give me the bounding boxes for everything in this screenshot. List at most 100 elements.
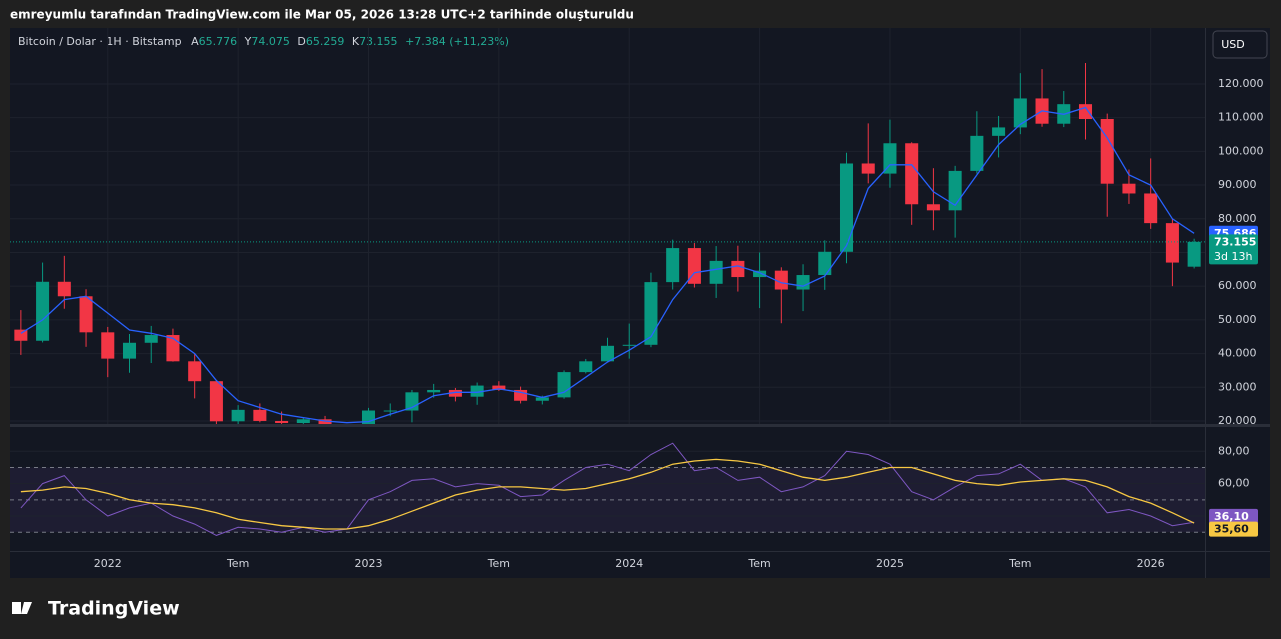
candle-body [731,260,745,278]
caption: emreyumlu tarafından TradingView.com ile… [10,8,634,22]
candle-body [883,143,897,174]
candle-body [122,342,137,359]
rsi-line [20,458,1195,530]
candle-body [101,332,115,359]
y-tick-label: 100.000 [1218,144,1264,157]
candle-body [753,270,767,278]
candle-body [427,389,441,393]
candle-body [666,248,680,283]
y-tick-label: 80,00 [1218,444,1250,457]
field-value: 65.259 [306,35,345,48]
candle-body [383,410,397,412]
candle-body [926,204,940,211]
x-tick-label: 2022 [94,557,122,570]
candle-body [57,281,71,297]
candle-body [492,385,506,390]
candle-body [861,163,875,174]
rsi-line [20,442,1195,536]
candle-body [1165,223,1179,263]
overlay: 20.00030.00040.00050.00060.00070.00080.0… [94,77,1264,570]
candle-body [1100,118,1114,184]
candle-body [970,135,984,171]
price-tag-label: 73.155 [1214,235,1256,248]
candle-body [36,281,50,341]
candle-body [1122,183,1136,194]
candle-body [253,409,267,421]
x-tick-label: Tem [1008,557,1031,570]
value-tag [1209,521,1258,537]
x-tick-label: 2024 [615,557,643,570]
x-tick-label: 2026 [1137,557,1165,570]
candle-body [275,420,289,423]
y-tick-label: 40.000 [1218,347,1257,360]
y-tick-label: 80.000 [1218,212,1257,225]
candle-body [579,361,593,373]
candle-body [14,329,28,341]
x-tick-label: 2023 [355,557,383,570]
x-tick-label: 2025 [876,557,904,570]
candle-body [470,385,484,397]
candle-body [796,275,810,290]
logo-mark [12,602,21,614]
currency-button[interactable] [1212,30,1268,59]
rsi-pane [10,442,1205,536]
field-value: 65.776 [199,35,238,48]
candle-body [209,381,223,422]
candle-body [144,335,158,343]
symbol: Bitcoin / Dolar · 1H · Bitstamp [18,35,182,48]
field-key: D [297,35,305,48]
logo-mark [21,602,32,614]
field-key: Y [244,35,252,48]
field-value: 73.155 [359,35,398,48]
candle-body [839,163,854,252]
symbol-legend: Bitcoin / Dolar · 1H · Bitstamp A65.776 … [18,35,509,48]
candle-body [557,372,571,398]
candle-body [1144,193,1158,224]
y-tick-label: 60,00 [1218,477,1250,490]
candle-body [231,409,245,422]
candle-body [79,296,93,333]
value-tag-label: 35,60 [1214,523,1249,536]
y-tick-label: 110.000 [1218,111,1264,124]
candle-body [535,397,549,401]
candle-body [992,127,1006,136]
y-tick-label: 60.000 [1218,279,1257,292]
candle-body [1078,104,1093,119]
change: +7.384 (+11,23%) [405,35,509,48]
candle-body [600,345,615,362]
y-tick-label: 120.000 [1218,77,1264,90]
y-tick-label: 30.000 [1218,380,1257,393]
candle-body [296,419,310,423]
countdown: 3d 13h [1214,250,1252,263]
candle-body [905,143,919,205]
x-tick-label: Tem [226,557,249,570]
field-key: A [191,35,199,48]
moving-average [20,106,1195,424]
y-tick-label: 20.000 [1218,414,1257,427]
candle-body [448,389,462,397]
y-tick-label: 90.000 [1218,178,1257,191]
candle-body [1187,241,1201,267]
field-value: 74.075 [251,35,290,48]
logo: TradingView [12,598,180,620]
candle-body [514,389,528,401]
candle-body [1013,98,1027,128]
candle-body [818,251,832,276]
x-tick-label: Tem [487,557,510,570]
x-tick-label: Tem [747,557,770,570]
candle-body [774,270,788,290]
y-tick-label: 50.000 [1218,313,1257,326]
logo-text: TradingView [48,598,180,620]
price-pane [10,28,1205,424]
value-tag-label: 36,10 [1214,510,1249,523]
field-key: K [352,35,360,48]
candle-body [622,344,636,346]
candle-body [188,361,202,382]
candle-body [644,282,658,345]
candle-body [709,260,723,284]
currency[interactable]: USD [1221,38,1245,51]
value-tag [1209,508,1258,524]
candle-body [687,248,701,284]
